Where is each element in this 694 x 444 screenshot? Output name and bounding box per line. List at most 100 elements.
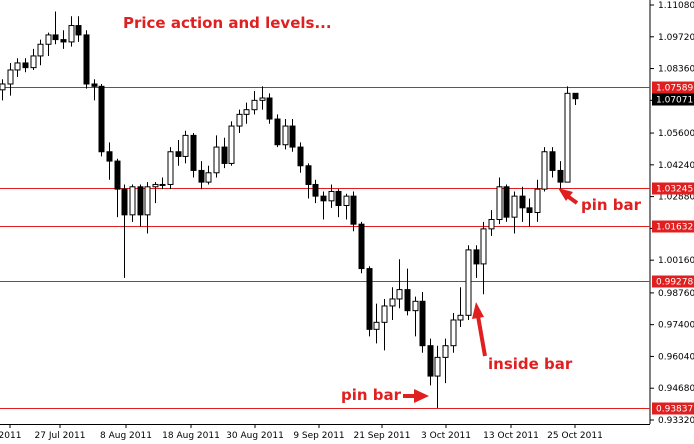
candle <box>534 179 541 222</box>
candle-body <box>557 169 564 183</box>
candle-body <box>335 190 342 206</box>
candle-body <box>45 34 52 45</box>
candle-body <box>564 92 571 183</box>
candle-body <box>320 195 327 202</box>
candle-body <box>243 109 250 115</box>
candle <box>320 191 327 220</box>
candle-body <box>572 92 579 100</box>
candle-body <box>289 125 296 148</box>
candle-body <box>52 34 59 41</box>
y-tick-label: 0.96040 <box>658 352 694 362</box>
candle <box>121 184 128 278</box>
level-price-tag <box>652 220 694 233</box>
candle-body <box>205 172 212 183</box>
candle <box>381 298 388 351</box>
candle-body <box>228 125 235 164</box>
candle-body <box>450 319 457 347</box>
candle <box>236 109 243 134</box>
candle <box>572 92 579 106</box>
inside-bar-label: inside bar <box>488 355 573 373</box>
candle <box>83 30 90 89</box>
candle-body <box>37 43 44 57</box>
candle-body <box>22 62 29 69</box>
candle-body <box>328 190 335 202</box>
candle <box>389 287 396 320</box>
candle <box>557 161 564 190</box>
candle <box>564 86 571 183</box>
candle-body <box>373 321 380 330</box>
level-price-tag <box>652 275 694 288</box>
candle <box>503 184 510 222</box>
candle-body <box>259 97 266 101</box>
candle <box>419 291 426 353</box>
candle-body <box>305 165 312 185</box>
x-tick-label: 13 Oct 2011 <box>483 431 539 441</box>
y-tick-label: 0.93320 <box>658 416 694 426</box>
candle <box>488 210 495 236</box>
candle <box>14 58 21 77</box>
candle-body <box>121 188 128 216</box>
candle-body <box>266 97 273 120</box>
candle-body <box>396 289 403 300</box>
candle-body <box>182 134 189 157</box>
candle-body <box>541 151 548 190</box>
candle-body <box>98 85 105 153</box>
candle <box>526 198 533 227</box>
candle-body <box>190 134 197 171</box>
candle <box>243 102 250 124</box>
candle-body <box>358 223 365 270</box>
candle <box>434 345 441 408</box>
candle <box>129 184 136 222</box>
candle <box>289 119 296 152</box>
level-price-tag <box>652 402 694 415</box>
pin-bar-label-top: pin bar <box>581 196 642 214</box>
candle-body <box>457 314 464 321</box>
candle-body <box>473 249 480 265</box>
candle <box>427 338 434 386</box>
candle-body <box>404 289 411 312</box>
candle <box>412 296 419 337</box>
y-tick-label: 1.11080 <box>658 1 694 11</box>
candle <box>182 130 189 164</box>
candle <box>282 119 289 150</box>
candle-body <box>312 183 319 197</box>
x-tick-label: 18 Aug 2011 <box>162 431 220 441</box>
candle-body <box>381 305 388 323</box>
annotations: Price action and levels... pin bar insid… <box>123 14 642 404</box>
candle-body <box>419 300 426 347</box>
candle <box>144 182 151 234</box>
level-price-label: 1.07589 <box>656 84 693 94</box>
candle <box>259 86 266 110</box>
candle-body <box>0 83 6 91</box>
candle <box>175 140 182 166</box>
candle-body <box>251 99 258 111</box>
candle-body <box>366 268 373 330</box>
y-tick-label: 1.02880 <box>658 193 694 203</box>
candle <box>496 177 503 225</box>
candle-body <box>442 345 449 358</box>
candle <box>98 83 105 157</box>
candle <box>373 303 380 344</box>
y-tick-label: 0.94680 <box>658 384 694 394</box>
x-tick-label: 25 Oct 2011 <box>547 431 603 441</box>
current-price-tag <box>652 93 694 106</box>
candle-body <box>159 183 166 186</box>
candle <box>549 147 556 178</box>
candle <box>511 191 518 234</box>
candle-body <box>175 151 182 157</box>
candle-body <box>503 186 510 218</box>
candle <box>198 161 205 190</box>
candle <box>221 137 228 169</box>
candle-body <box>198 169 205 183</box>
candle <box>52 11 59 45</box>
candle <box>343 193 350 220</box>
candle-body <box>75 25 82 36</box>
candle <box>473 245 480 278</box>
candle <box>350 191 357 232</box>
candle-body <box>213 146 220 174</box>
candle <box>266 93 273 124</box>
candle <box>167 147 174 190</box>
level-price-tag <box>652 182 694 195</box>
